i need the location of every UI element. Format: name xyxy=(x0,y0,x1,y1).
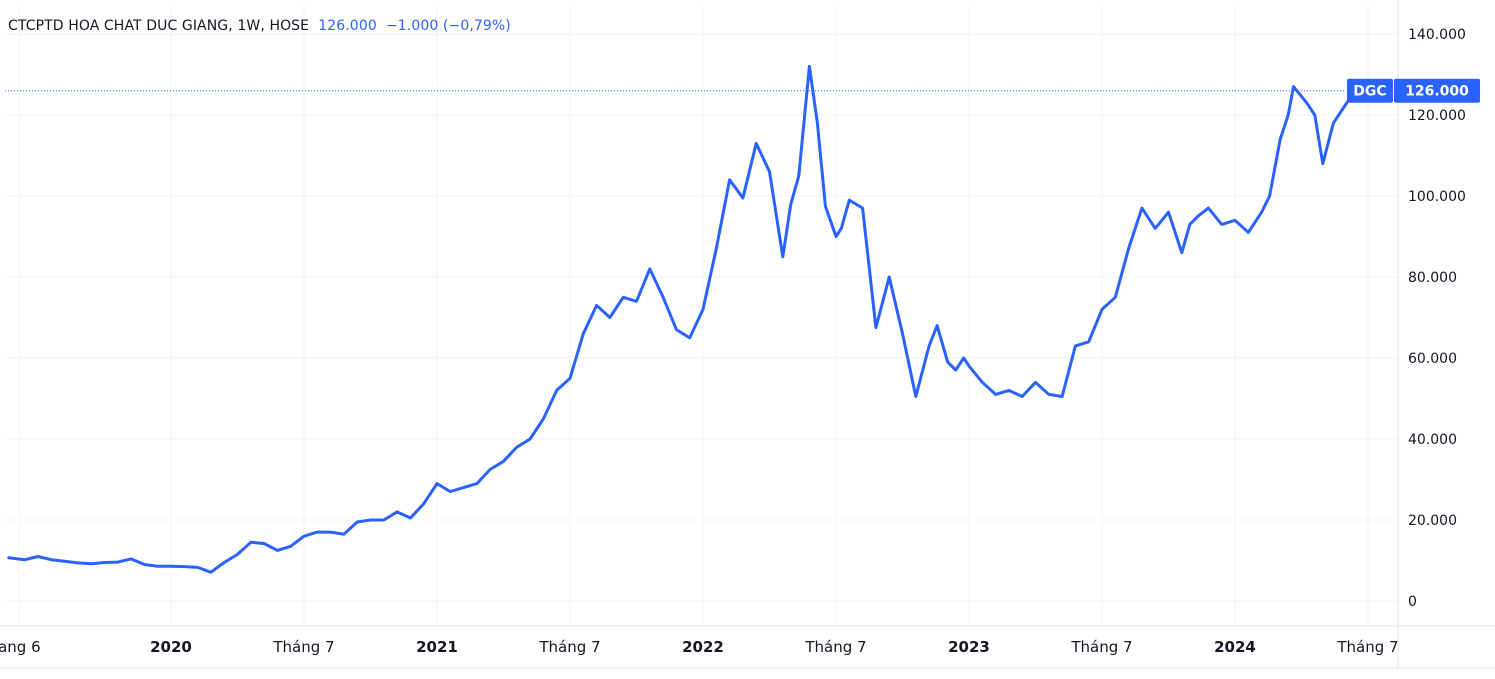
x-tick-label: 2022 xyxy=(682,638,724,656)
price-scale: 0 20.000 40.000 60.000 80.000 100.000 120.000 1… xyxy=(1408,27,1466,610)
price-line-layer xyxy=(5,66,1355,572)
y-tick-label: 60.000 xyxy=(1408,351,1457,367)
x-tick-label: Tháng 7 xyxy=(1336,638,1398,656)
price-change: −1.000 xyxy=(386,18,438,34)
price-series-line xyxy=(9,66,1355,572)
x-tick-label: 2023 xyxy=(948,638,990,656)
exchange: HOSE xyxy=(269,18,309,34)
x-tick-label: Tháng 7 xyxy=(272,638,334,656)
x-tick-label: Tháng 7 xyxy=(1070,638,1132,656)
price-change-pct: (−0,79%) xyxy=(443,18,511,34)
interval: 1W xyxy=(237,18,260,34)
x-tick-label: Tháng 7 xyxy=(804,638,866,656)
x-tick-label: 2024 xyxy=(1214,638,1256,656)
y-tick-label: 40.000 xyxy=(1408,432,1457,448)
symbol-name: CTCPTD HOA CHAT DUC GIANG xyxy=(8,18,228,34)
x-tick-label: Tháng 7 xyxy=(538,638,600,656)
current-price: 126.000 xyxy=(318,18,377,34)
price-badge-layer: DGC 126.000 xyxy=(1347,79,1480,103)
price-badge-label: 126.000 xyxy=(1405,84,1469,100)
ticker-badge-label: DGC xyxy=(1353,84,1386,100)
y-tick-label: 0 xyxy=(1408,594,1417,610)
x-tick-label: 2021 xyxy=(416,638,458,656)
y-tick-label: 80.000 xyxy=(1408,270,1457,286)
y-tick-label: 100.000 xyxy=(1408,189,1466,205)
y-tick-label: 20.000 xyxy=(1408,513,1457,529)
x-tick-label: ang 6 xyxy=(0,638,41,656)
y-tick-label: 140.000 xyxy=(1408,27,1466,43)
x-tick-label: 2020 xyxy=(150,638,192,656)
chart-legend: CTCPTD HOA CHAT DUC GIANG, 1W, HOSE 126.… xyxy=(8,18,511,34)
y-tick-label: 120.000 xyxy=(1408,108,1466,124)
time-scale: ang 6 2020 Tháng 7 2021 Tháng 7 2022 Tháng 7 20… xyxy=(0,638,1399,656)
